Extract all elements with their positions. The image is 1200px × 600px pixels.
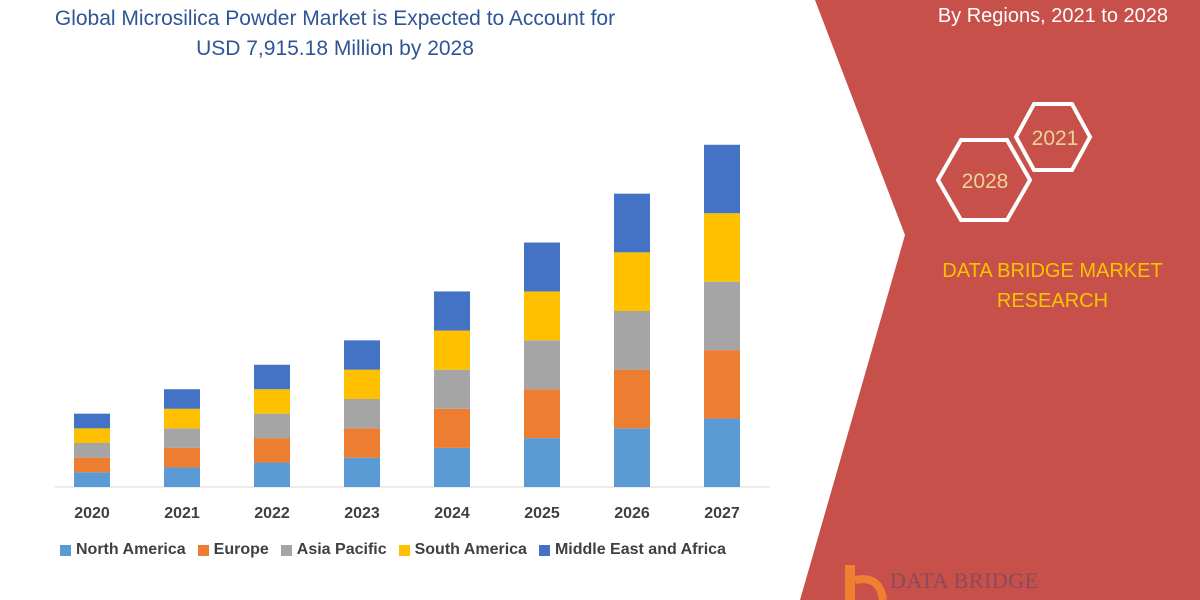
hexagon-2021 (1013, 102, 1093, 172)
bar-segment (74, 443, 110, 458)
bar-segment (614, 311, 650, 370)
bar-segment (254, 438, 290, 463)
bar-segment (704, 418, 740, 487)
legend-label: South America (414, 541, 527, 558)
badge-2021: 2021 (1032, 127, 1079, 150)
chart-subtitle: By Regions, 2021 to 2028 (937, 5, 1168, 27)
legend-item: Middle East and Africa (538, 541, 726, 559)
legend-swatch (197, 544, 209, 556)
legend: North America Europe Asia Pacific South … (60, 541, 726, 559)
bar-segment (344, 340, 380, 370)
title-line-1: Global Microsilica Powder Market is Expe… (54, 7, 616, 30)
bar-segment (254, 462, 290, 487)
chart-title: Global Microsilica Powder Market is Expe… (40, 4, 630, 64)
brand-line-2: RESEARCH (996, 290, 1109, 312)
bar-segment (254, 364, 290, 390)
legend-swatch (280, 544, 292, 556)
bar-segment (614, 428, 650, 487)
brand-line-1: DATA BRIDGE MARKET (942, 260, 1163, 282)
bar-segment (254, 389, 290, 414)
x-tick-label: 2024 (434, 505, 470, 522)
legend-label: Asia Pacific (296, 541, 387, 558)
legend-label: Middle East and Africa (554, 541, 726, 558)
bar-segment (704, 350, 740, 419)
legend-swatch (398, 544, 410, 556)
legend-swatch (538, 544, 550, 556)
bar-segment (524, 242, 560, 292)
bar-segment (164, 408, 200, 429)
x-tick-label: 2026 (614, 505, 650, 522)
x-tick-label: 2025 (524, 505, 560, 522)
bar-segment (164, 447, 200, 468)
bar-segment (344, 399, 380, 429)
bar-segment (434, 291, 470, 331)
bar-segment (74, 472, 110, 487)
x-tick-label: 2027 (704, 505, 740, 522)
bar-segment (704, 213, 740, 282)
logo-icon (845, 565, 887, 600)
logo-text: DATA BRIDGE (890, 568, 1039, 593)
bar-segment (434, 447, 470, 487)
legend-label: Europe (213, 541, 269, 558)
bar-segment (434, 408, 470, 448)
brand-name: DATA BRIDGE MARKET RESEARCH (925, 256, 1180, 316)
bar-segment (704, 281, 740, 351)
bar-segment (434, 330, 470, 370)
stacked-bar-chart: 2020 2021 2022 2023 2024 2025 2026 2027 (55, 144, 770, 522)
bar-segment (74, 457, 110, 473)
bar-segment (164, 428, 200, 448)
legend-swatch (60, 544, 71, 556)
badge-2028: 2028 (962, 170, 1009, 193)
bar-segment (344, 457, 380, 487)
hexagon-2028 (935, 138, 1033, 222)
bar-segment (614, 252, 650, 311)
bar-segment (164, 467, 200, 487)
red-panel (800, 0, 1200, 600)
bar-segment (74, 413, 110, 429)
bar-segment (524, 291, 560, 341)
legend-item: Asia Pacific (280, 541, 387, 559)
title-line-2: USD 7,915.18 Million by 2028 (196, 37, 474, 60)
bar-segment (164, 389, 200, 409)
bar-segment (614, 193, 650, 253)
legend-item: South America (398, 541, 527, 559)
bar-segment (614, 369, 650, 429)
bar-segment (434, 369, 470, 409)
bar-segment (524, 438, 560, 487)
x-tick-label: 2021 (164, 505, 200, 522)
x-tick-label: 2022 (254, 505, 290, 522)
bar-segment (524, 389, 560, 439)
bar-segment (254, 413, 290, 439)
legend-item: North America (60, 541, 186, 559)
x-tick-label: 2020 (74, 505, 110, 522)
bar-segment (344, 428, 380, 458)
bar-segment (704, 144, 740, 214)
legend-label: North America (76, 541, 186, 558)
legend-item: Europe (197, 541, 269, 559)
x-tick-label: 2023 (344, 505, 380, 522)
bar-segment (344, 369, 380, 399)
bar-segment (524, 340, 560, 390)
bar-segment (74, 428, 110, 443)
